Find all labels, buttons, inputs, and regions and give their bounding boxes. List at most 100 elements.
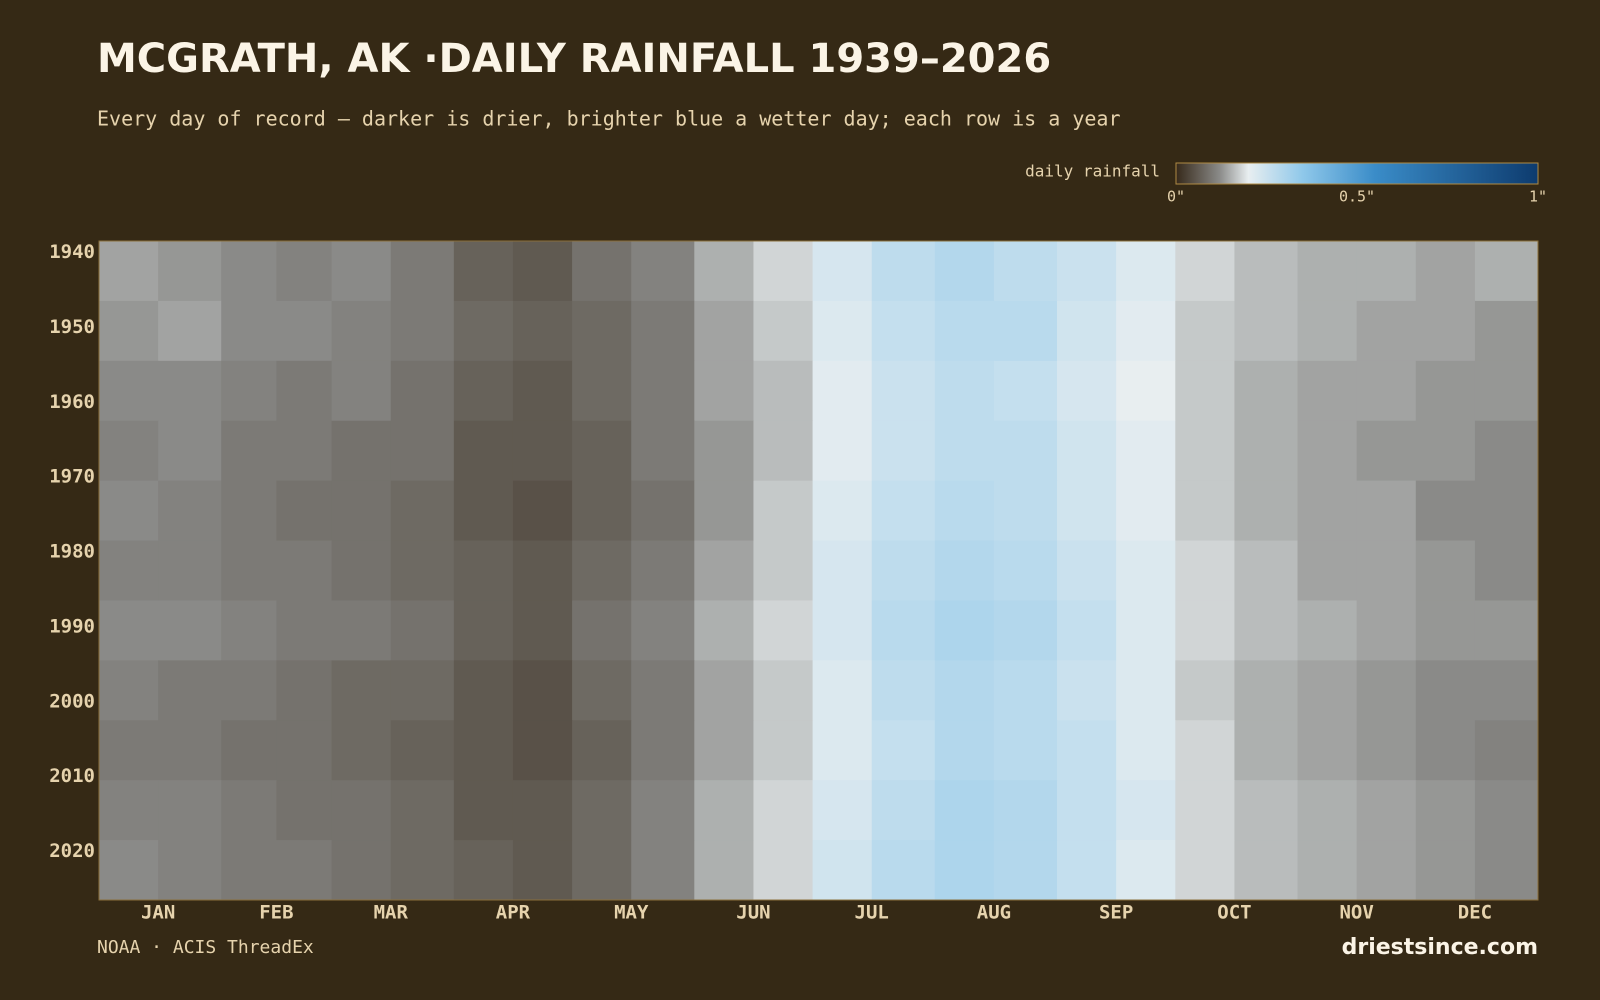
cell: [812, 480, 873, 542]
cell: [221, 241, 277, 302]
y-tick-label: 1960: [49, 391, 95, 413]
cell: [221, 660, 277, 721]
cell: [158, 420, 222, 482]
cell: [1356, 600, 1417, 661]
cell: [1474, 720, 1539, 781]
cell: [1057, 600, 1117, 661]
x-tick-label: MAR: [374, 902, 409, 924]
cell: [993, 300, 1058, 362]
cell: [753, 780, 814, 841]
cell: [221, 300, 277, 362]
x-tick-label: AUG: [977, 902, 1011, 924]
cell: [694, 780, 754, 841]
cell: [753, 720, 814, 781]
cell: [1474, 660, 1539, 721]
cell: [158, 540, 222, 601]
cell: [812, 540, 873, 601]
cell: [1356, 360, 1417, 422]
cell: [1415, 720, 1476, 781]
cell: [934, 840, 995, 901]
cell: [331, 660, 392, 721]
cell: [158, 300, 222, 362]
cell: [221, 720, 277, 781]
cell: [1415, 480, 1476, 542]
cell: [1116, 241, 1176, 302]
cell: [99, 360, 159, 422]
cell: [512, 780, 573, 841]
cell: [1116, 720, 1176, 781]
cell: [812, 840, 873, 901]
cell: [99, 420, 159, 482]
cell: [753, 840, 814, 901]
cell: [934, 420, 995, 482]
cell: [1356, 720, 1417, 781]
cell: [694, 660, 754, 721]
cell: [871, 360, 936, 422]
cell: [221, 540, 277, 601]
cell: [158, 840, 222, 901]
cell: [993, 540, 1058, 601]
cell: [512, 540, 573, 601]
cell: [1234, 480, 1299, 542]
cell: [1474, 360, 1539, 422]
y-tick-label: 1980: [49, 541, 95, 563]
cell: [934, 720, 995, 781]
cell: [812, 420, 873, 482]
cell: [1116, 540, 1176, 601]
cell: [1175, 420, 1235, 482]
cell: [390, 540, 455, 601]
cell: [871, 540, 936, 601]
cell: [99, 241, 159, 302]
cell: [1356, 241, 1417, 302]
cell: [812, 720, 873, 781]
cell: [572, 540, 632, 601]
cell: [934, 660, 995, 721]
cell: [1356, 540, 1417, 601]
cell: [934, 480, 995, 542]
cell: [390, 660, 455, 721]
y-tick-label: 1970: [49, 466, 95, 488]
cell: [934, 600, 995, 661]
cell: [694, 300, 754, 362]
x-tick-label: MAY: [614, 902, 649, 924]
cell: [694, 420, 754, 482]
y-tick-label: 2000: [49, 690, 95, 712]
cell: [1175, 720, 1235, 781]
x-tick-label: FEB: [259, 902, 293, 924]
cell: [572, 420, 632, 482]
cell: [934, 780, 995, 841]
cell: [1474, 420, 1539, 482]
cell: [753, 600, 814, 661]
cell: [453, 840, 514, 901]
cell: [694, 360, 754, 422]
cell: [753, 540, 814, 601]
cell: [631, 840, 695, 901]
cell: [99, 300, 159, 362]
x-tick-label: JUL: [855, 902, 889, 924]
cell: [1474, 540, 1539, 601]
cell: [1356, 480, 1417, 542]
cell: [934, 300, 995, 362]
cell: [1116, 840, 1176, 901]
cell: [1474, 600, 1539, 661]
cell: [1356, 780, 1417, 841]
x-tick-label: JAN: [141, 902, 175, 924]
cell: [1297, 840, 1358, 901]
y-tick-label: 1950: [49, 316, 95, 338]
cell: [1297, 420, 1358, 482]
cell: [753, 300, 814, 362]
cell: [158, 360, 222, 422]
cell: [276, 840, 333, 901]
cell: [512, 300, 573, 362]
cell: [1175, 600, 1235, 661]
x-tick-label: APR: [496, 902, 531, 924]
cell: [453, 660, 514, 721]
cell: [1356, 420, 1417, 482]
cell: [331, 600, 392, 661]
cell: [993, 780, 1058, 841]
cell: [1057, 360, 1117, 422]
cell: [331, 241, 392, 302]
cell: [572, 660, 632, 721]
cell: [158, 780, 222, 841]
cell: [158, 660, 222, 721]
